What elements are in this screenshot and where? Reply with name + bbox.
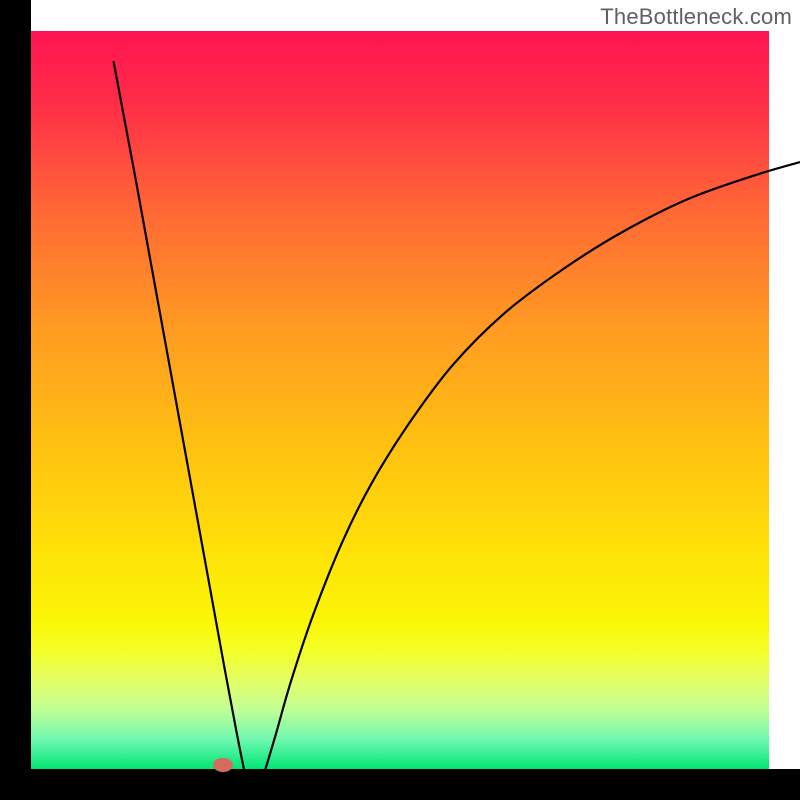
attribution-text: TheBottleneck.com	[600, 4, 792, 30]
y-axis-bar	[0, 31, 31, 769]
plot-area	[31, 31, 769, 769]
minimum-marker	[213, 758, 233, 772]
axis-corner	[0, 0, 31, 31]
bottleneck-chart: TheBottleneck.com	[0, 0, 800, 800]
bottleneck-curve	[62, 62, 800, 800]
